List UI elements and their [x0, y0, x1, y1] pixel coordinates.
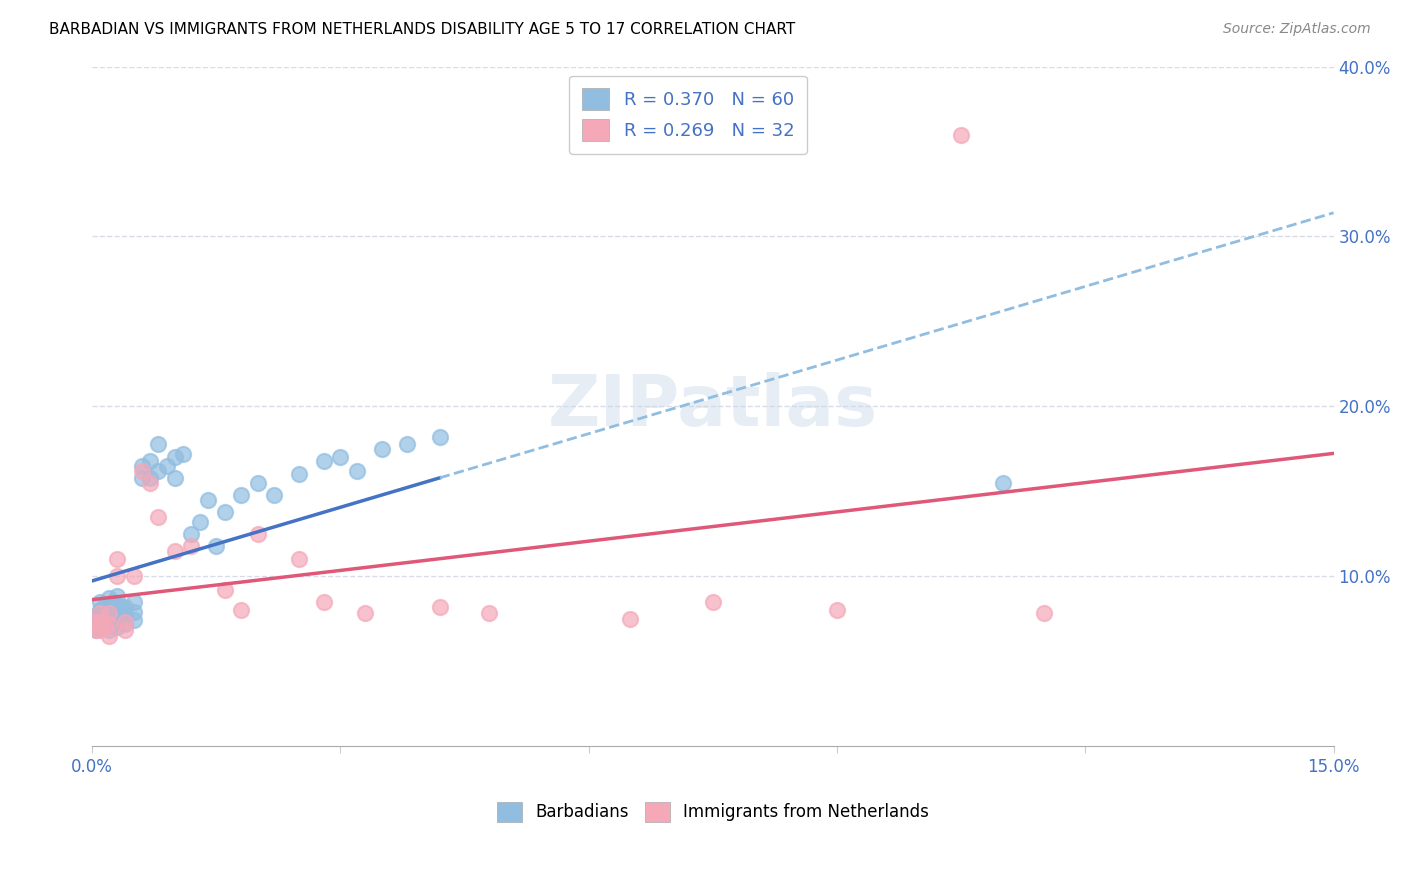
Point	[105, 552, 128, 566]
Point	[89, 616, 111, 631]
Point	[105, 590, 128, 604]
Text: ZIPatlas: ZIPatlas	[548, 372, 877, 441]
Point	[86, 624, 108, 638]
Point	[97, 607, 120, 621]
Point	[180, 526, 202, 541]
Point	[263, 487, 285, 501]
Point	[105, 620, 128, 634]
Point	[702, 594, 724, 608]
Point	[156, 458, 179, 473]
Point	[214, 582, 236, 597]
Point	[105, 598, 128, 612]
Point	[97, 599, 120, 614]
Point	[86, 624, 108, 638]
Point	[231, 603, 253, 617]
Point	[429, 430, 451, 444]
Point	[89, 615, 111, 629]
Point	[231, 487, 253, 501]
Point	[89, 610, 111, 624]
Point	[93, 620, 115, 634]
Point	[87, 607, 110, 621]
Point	[131, 458, 153, 473]
Point	[1033, 607, 1056, 621]
Point	[86, 616, 108, 631]
Point	[101, 594, 124, 608]
Point	[163, 470, 186, 484]
Point	[950, 128, 973, 142]
Point	[991, 475, 1014, 490]
Point	[101, 611, 124, 625]
Point	[97, 629, 120, 643]
Point	[89, 607, 111, 621]
Legend: Barbadians, Immigrants from Netherlands: Barbadians, Immigrants from Netherlands	[486, 792, 939, 832]
Point	[354, 607, 377, 621]
Point	[105, 569, 128, 583]
Point	[163, 543, 186, 558]
Point	[346, 464, 368, 478]
Point	[114, 615, 136, 629]
Point	[114, 599, 136, 614]
Point	[122, 613, 145, 627]
Point	[131, 464, 153, 478]
Point	[97, 624, 120, 638]
Text: Source: ZipAtlas.com: Source: ZipAtlas.com	[1223, 22, 1371, 37]
Point	[110, 610, 132, 624]
Point	[87, 620, 110, 634]
Point	[86, 615, 108, 629]
Point	[122, 569, 145, 583]
Point	[93, 598, 115, 612]
Point	[148, 509, 170, 524]
Point	[122, 605, 145, 619]
Point	[148, 464, 170, 478]
Point	[105, 605, 128, 619]
Point	[312, 594, 335, 608]
Point	[371, 442, 394, 456]
Point	[148, 436, 170, 450]
Point	[131, 470, 153, 484]
Point	[105, 613, 128, 627]
Point	[478, 607, 501, 621]
Point	[395, 436, 418, 450]
Point	[246, 475, 269, 490]
Point	[89, 594, 111, 608]
Point	[89, 624, 111, 638]
Point	[114, 616, 136, 631]
Point	[97, 616, 120, 631]
Point	[180, 539, 202, 553]
Point	[114, 608, 136, 623]
Point	[825, 603, 848, 617]
Point	[139, 453, 162, 467]
Point	[172, 447, 194, 461]
Point	[114, 624, 136, 638]
Point	[93, 605, 115, 619]
Point	[312, 453, 335, 467]
Point	[110, 599, 132, 614]
Point	[197, 492, 219, 507]
Point	[288, 552, 311, 566]
Point	[619, 611, 641, 625]
Point	[93, 613, 115, 627]
Point	[246, 526, 269, 541]
Point	[86, 610, 108, 624]
Point	[188, 515, 211, 529]
Point	[122, 594, 145, 608]
Point	[97, 608, 120, 623]
Point	[329, 450, 352, 465]
Point	[93, 620, 115, 634]
Point	[288, 467, 311, 482]
Text: BARBADIAN VS IMMIGRANTS FROM NETHERLANDS DISABILITY AGE 5 TO 17 CORRELATION CHAR: BARBADIAN VS IMMIGRANTS FROM NETHERLANDS…	[49, 22, 796, 37]
Point	[429, 599, 451, 614]
Point	[97, 615, 120, 629]
Point	[214, 505, 236, 519]
Point	[205, 539, 228, 553]
Point	[163, 450, 186, 465]
Point	[97, 591, 120, 606]
Point	[139, 470, 162, 484]
Point	[89, 603, 111, 617]
Point	[139, 475, 162, 490]
Point	[101, 603, 124, 617]
